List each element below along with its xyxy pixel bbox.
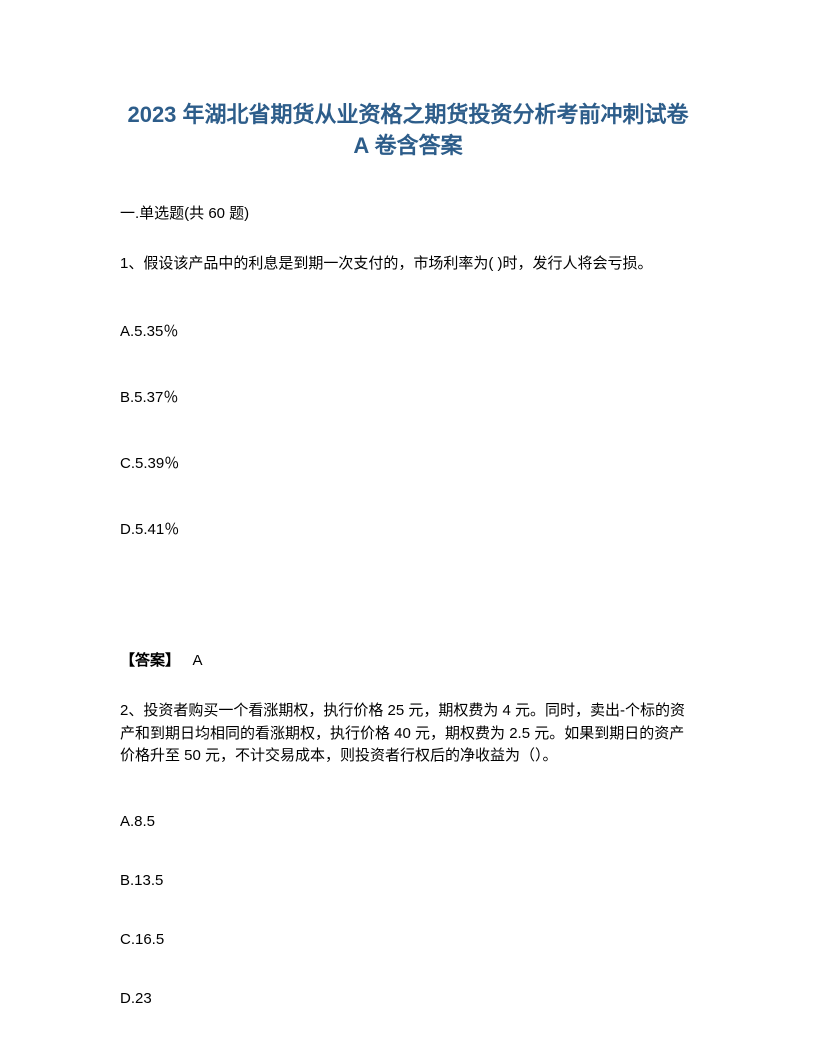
- question2-option-c: C.16.5: [120, 931, 696, 948]
- answer-value: [184, 652, 192, 669]
- section-header: 一.单选题(共 60 题): [120, 202, 696, 223]
- question2-option-d: D.23: [120, 990, 696, 1007]
- question2-text: 2、投资者购买一个看涨期权，执行价格 25 元，期权费为 4 元。同时，卖出-个…: [120, 700, 696, 768]
- document-title: 2023 年湖北省期货从业资格之期货投资分析考前冲刺试卷 A 卷含答案: [120, 100, 696, 162]
- question2-option-b: B.13.5: [120, 872, 696, 889]
- question2-option-a: A.8.5: [120, 813, 696, 830]
- question1-option-c: C.5.39％: [120, 452, 696, 473]
- question1-option-d: D.5.41％: [120, 518, 696, 539]
- question1-option-a: A.5.35％: [120, 320, 696, 341]
- question1-text: 1、假设该产品中的利息是到期一次支付的，市场利率为( )时，发行人将会亏损。: [120, 253, 696, 276]
- answer-label: 【答案】: [120, 652, 180, 669]
- question1-option-b: B.5.37％: [120, 386, 696, 407]
- answer-letter: A: [193, 652, 203, 669]
- question1-answer: 【答案】 A: [120, 649, 696, 670]
